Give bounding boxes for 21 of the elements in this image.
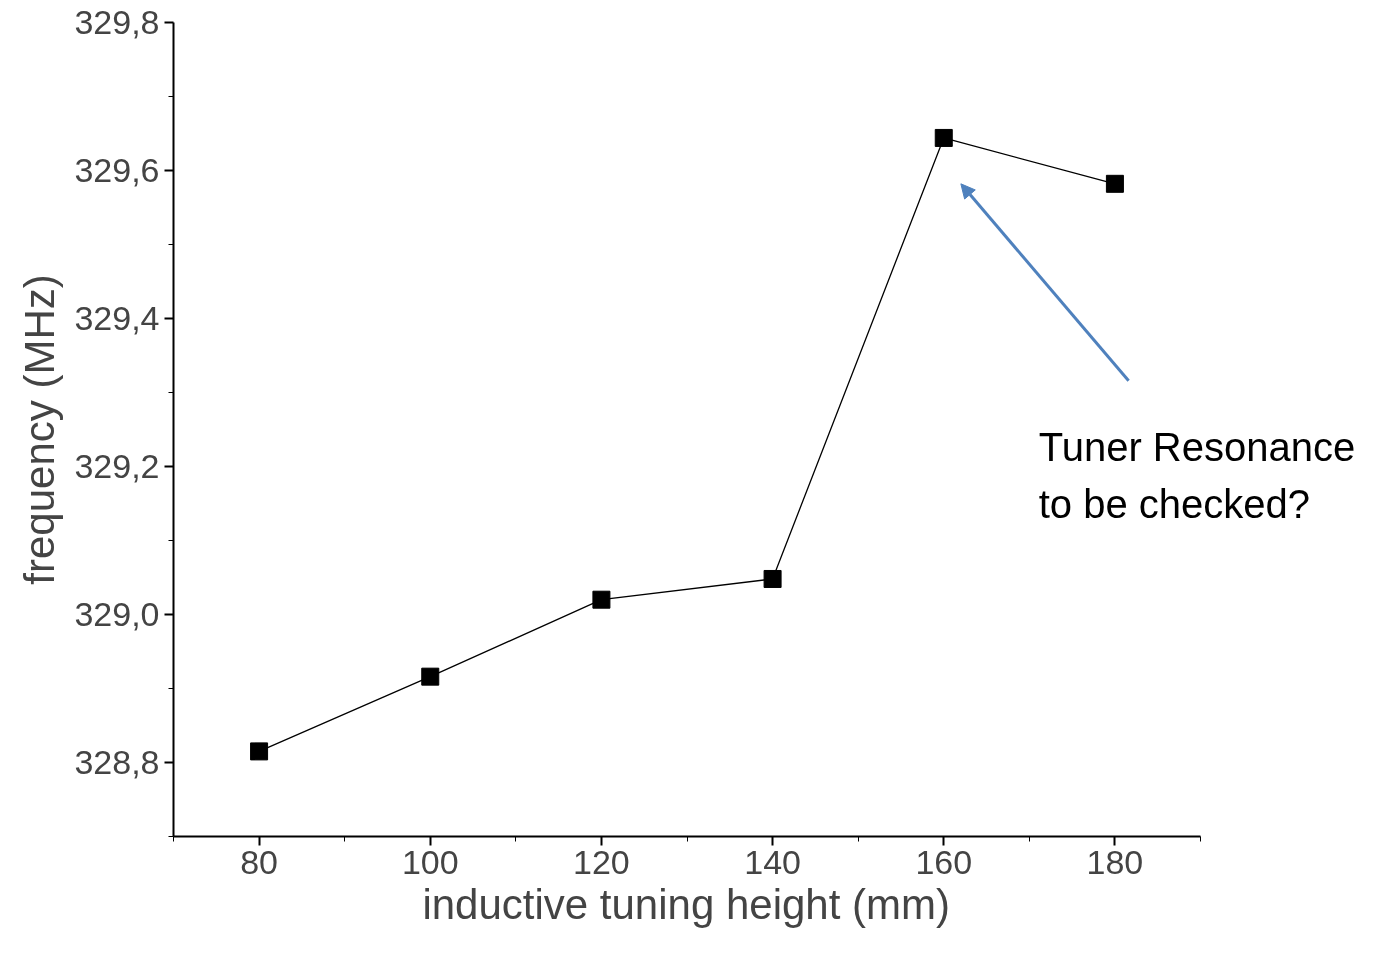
x-axis-title: inductive tuning height (mm) [422,880,950,928]
x-tick-label: 140 [744,842,801,881]
y-tick-label: 329,0 [74,595,160,633]
point [592,590,611,609]
y-tick-label: 329,6 [74,151,160,189]
x-tick-label: 120 [573,842,630,881]
y-tick-label: 329,2 [74,447,160,485]
x-tick-label: 160 [915,842,973,881]
y-axis-title: frequency (MHz) [16,274,64,585]
y-tick-label: 328,8 [74,743,160,781]
x-tick-label: 100 [401,842,459,881]
y-tick-label: 329,4 [74,299,160,337]
annotation: Tuner Resonance to be checked? [1038,425,1356,527]
point [763,569,782,588]
point [934,128,953,147]
x-tick-label: 180 [1086,842,1144,881]
point [250,742,269,761]
y-tick-label: 329,8 [74,3,160,41]
point [1105,174,1124,193]
point [421,667,440,686]
x-tick-label: 80 [240,842,278,881]
